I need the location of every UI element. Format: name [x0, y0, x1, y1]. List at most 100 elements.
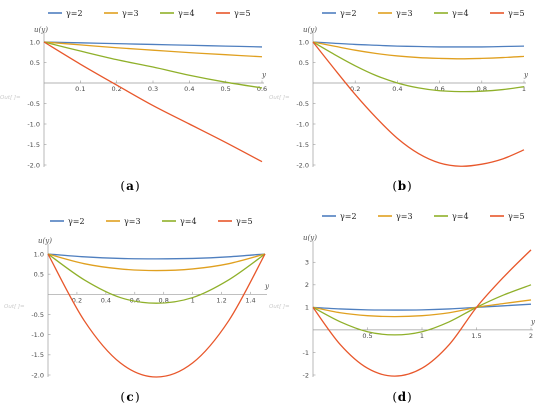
y-tick-label: -2.0 — [296, 161, 309, 169]
caption-open-paren: ( — [392, 179, 397, 193]
y-tick-label: 1 — [305, 304, 309, 312]
caption-open-paren: ( — [392, 390, 397, 404]
panel-b: γ=2 γ=3 γ=4 γ=5 0.2 0.4 0.6 0.8 1 -2.0 -1.5 -1.0 -0.… — [269, 9, 529, 193]
y-tick-label: 1.0 — [34, 250, 44, 258]
legend-label: γ=5 — [234, 9, 251, 18]
x-axis-label: y — [264, 282, 270, 290]
x-tick-label: 1 — [420, 332, 424, 340]
y-tick-label: -1 — [303, 349, 309, 357]
panel-caption-a: (a) — [120, 179, 139, 193]
y-tick-label: 0.5 — [34, 270, 44, 278]
legend-b: γ=2 γ=3 γ=4 γ=5 — [322, 9, 525, 18]
x-tick-label: 0.6 — [130, 296, 140, 304]
y-tick-label: -1.5 — [31, 351, 44, 359]
x-tick-label: 0.2 — [111, 85, 121, 93]
legend-label: γ=2 — [340, 212, 357, 221]
y-tick-label: 1.0 — [30, 38, 40, 46]
y-tick-label: -1.0 — [31, 331, 44, 339]
panel-caption-c: (c) — [120, 390, 139, 404]
caption-letter: d — [398, 390, 407, 404]
out-cell-label: Out[ ]= — [4, 304, 25, 310]
legend-a: γ=2 γ=3 γ=4 γ=5 — [48, 9, 251, 18]
legend-label: γ=3 — [124, 217, 141, 226]
x-tick-label: 0.6 — [257, 85, 267, 93]
x-tick-label: 0.4 — [101, 296, 111, 304]
legend-label: γ=3 — [122, 9, 139, 18]
x-axis-label: y — [261, 71, 267, 79]
panel-a: γ=2 γ=3 γ=4 γ=5 0.1 0.2 0.3 0.4 0.5 0.6 -2.0 -1.5 -1… — [0, 9, 267, 193]
legend-label: γ=5 — [508, 212, 525, 221]
out-cell-label: Out[ ]= — [0, 95, 21, 101]
x-tick-label: 1.4 — [245, 296, 255, 304]
legend-label: γ=2 — [68, 217, 85, 226]
legend-label: γ=4 — [452, 212, 469, 221]
series-line-γ-2 — [43, 41, 263, 48]
y-axis-label: u(y) — [34, 26, 48, 34]
legend-label: γ=2 — [66, 9, 83, 18]
caption-open-paren: ( — [120, 179, 125, 193]
series-line-γ-4 — [312, 284, 532, 336]
x-axis-label: y — [523, 71, 529, 79]
x-tick-label: 1.5 — [471, 332, 481, 340]
series-line-γ-3 — [312, 41, 525, 60]
x-tick-label: 0.4 — [392, 85, 402, 93]
panel-caption-d: (d) — [392, 390, 411, 404]
caption-letter: b — [398, 179, 406, 193]
y-tick-label: 0.5 — [299, 59, 309, 67]
x-tick-label: 0.5 — [362, 332, 372, 340]
series-line-γ-5 — [47, 253, 266, 378]
y-tick-label: -0.5 — [27, 100, 40, 108]
y-axis-label: u(y) — [303, 234, 317, 242]
series-line-γ-4 — [43, 41, 263, 89]
y-axis-label: u(y) — [303, 26, 317, 34]
out-cell-label: Out[ ]= — [269, 95, 290, 101]
legend-label: γ=2 — [340, 9, 357, 18]
x-axis-label: y — [530, 318, 536, 326]
y-tick-label: 2 — [305, 281, 309, 289]
series-line-γ-4 — [47, 253, 266, 304]
y-tick-label: 1.0 — [299, 38, 309, 46]
caption-letter: c — [126, 390, 133, 404]
legend-label: γ=5 — [508, 9, 525, 18]
y-tick-label: -1.0 — [296, 120, 309, 128]
x-tick-label: 1.2 — [216, 296, 226, 304]
x-tick-label: 1 — [191, 296, 195, 304]
legend-label: γ=3 — [396, 9, 413, 18]
x-tick-label: 0.5 — [220, 85, 230, 93]
y-tick-label: -0.5 — [296, 100, 309, 108]
legend-c: γ=2 γ=3 γ=4 γ=5 — [50, 217, 253, 226]
legend-label: γ=5 — [236, 217, 253, 226]
x-tick-label: 0.2 — [72, 296, 82, 304]
legend-label: γ=3 — [396, 212, 413, 221]
panel-c: γ=2 γ=3 γ=4 γ=5 0.2 0.4 0.6 0.8 1 1.2 1.4 -2.0 -1.5 -… — [4, 217, 270, 404]
y-tick-label: -2 — [303, 371, 309, 379]
y-tick-label: -0.5 — [31, 311, 44, 319]
series-line-γ-2 — [312, 303, 532, 311]
series-line-γ-3 — [312, 299, 532, 318]
series-line-γ-3 — [47, 253, 266, 272]
x-tick-label: 0.6 — [434, 85, 444, 93]
y-tick-label: -1.5 — [296, 141, 309, 149]
series-line-γ-2 — [47, 253, 266, 260]
series-line-γ-4 — [312, 41, 525, 93]
x-tick-label: 0.1 — [75, 85, 85, 93]
x-tick-label: 0.4 — [184, 85, 194, 93]
y-tick-label: 3 — [305, 259, 309, 267]
caption-close-paren: ) — [407, 390, 412, 404]
y-tick-label: -1.0 — [27, 120, 40, 128]
x-tick-label: 2 — [529, 332, 533, 340]
caption-letter: a — [126, 179, 134, 193]
legend-label: γ=4 — [452, 9, 469, 18]
x-tick-label: 1 — [522, 85, 526, 93]
caption-close-paren: ) — [135, 179, 140, 193]
x-tick-label: 0.8 — [159, 296, 169, 304]
series-line-γ-3 — [43, 41, 263, 58]
series-line-γ-5 — [43, 41, 263, 163]
series-line-γ-5 — [312, 249, 532, 377]
out-cell-label: Out[ ]= — [269, 304, 290, 310]
legend-label: γ=4 — [180, 217, 197, 226]
caption-open-paren: ( — [120, 390, 125, 404]
y-tick-label: 0.5 — [30, 59, 40, 67]
legend-d: γ=2 γ=3 γ=4 γ=5 — [322, 212, 525, 221]
